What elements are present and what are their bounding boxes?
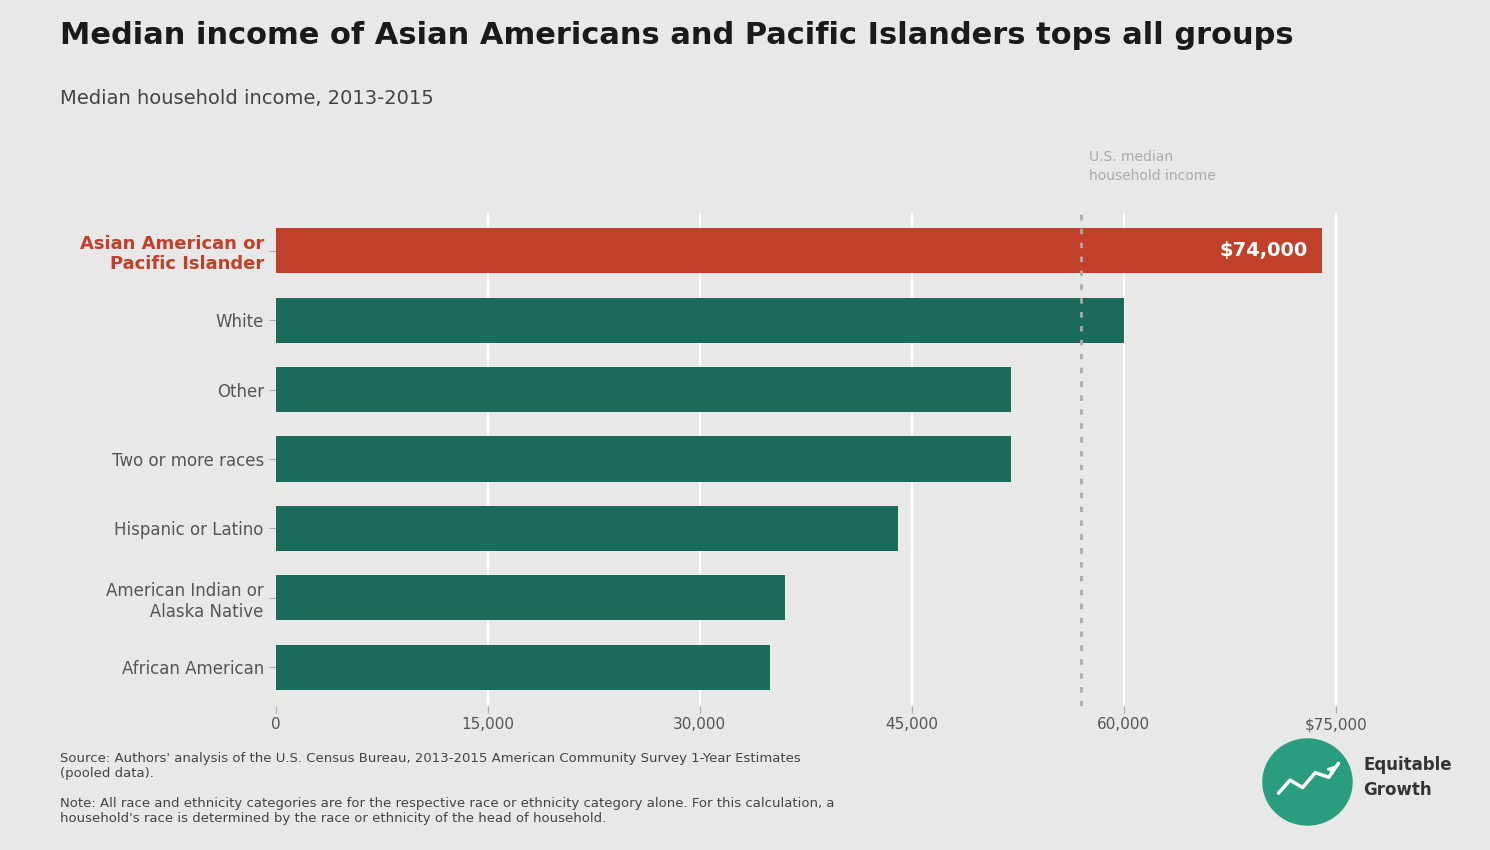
Text: Note: All race and ethnicity categories are for the respective race or ethnicity: Note: All race and ethnicity categories …	[60, 797, 834, 825]
Bar	[276, 506, 897, 551]
Bar	[276, 298, 1123, 343]
Bar	[276, 436, 1010, 482]
Text: $74,000: $74,000	[1219, 241, 1308, 260]
Text: Median income of Asian Americans and Pacific Islanders tops all groups: Median income of Asian Americans and Pac…	[60, 21, 1293, 50]
Bar	[276, 228, 1322, 273]
Bar	[276, 645, 770, 690]
Text: Equitable
Growth: Equitable Growth	[1363, 756, 1451, 799]
Circle shape	[1264, 739, 1351, 825]
Bar	[276, 575, 785, 620]
Text: Median household income, 2013-2015: Median household income, 2013-2015	[60, 89, 434, 108]
Bar	[276, 367, 1010, 412]
Text: Source: Authors' analysis of the U.S. Census Bureau, 2013-2015 American Communit: Source: Authors' analysis of the U.S. Ce…	[60, 752, 800, 780]
Text: U.S. median
household income: U.S. median household income	[1089, 150, 1216, 183]
